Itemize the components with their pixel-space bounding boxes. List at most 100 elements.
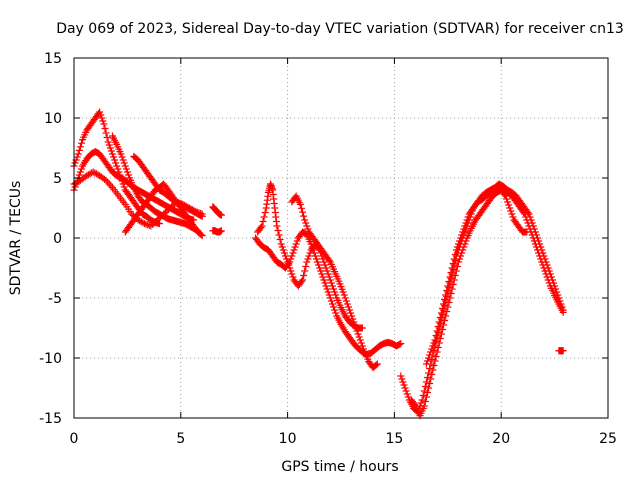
y-tick-label: 10: [44, 111, 62, 127]
data-point: [323, 267, 331, 275]
data-point: [76, 168, 84, 176]
data-point: [460, 243, 468, 251]
data-point: [419, 392, 427, 399]
data-point: [350, 318, 358, 326]
data-point: [325, 273, 333, 281]
data-point: [358, 324, 366, 332]
data-point: [289, 249, 297, 257]
data-point: [316, 264, 324, 272]
data-point: [120, 183, 128, 191]
data-point: [320, 276, 328, 284]
data-point: [74, 150, 82, 158]
data-point: [420, 402, 428, 410]
data-point: [537, 255, 545, 263]
data-point: [351, 321, 359, 329]
series-arc-11: [288, 192, 381, 372]
data-point: [524, 219, 532, 227]
x-tick-label: 10: [279, 431, 297, 447]
data-point: [297, 204, 305, 212]
data-point: [436, 335, 444, 342]
data-point: [458, 231, 466, 239]
data-point: [339, 288, 347, 296]
data-point: [404, 393, 412, 401]
data-point: [432, 332, 440, 339]
data-point: [425, 384, 433, 392]
data-point: [107, 182, 115, 190]
data-point: [344, 303, 352, 311]
data-point: [441, 296, 449, 303]
data-point: [152, 218, 160, 225]
data-point: [424, 389, 432, 396]
data-point: [71, 159, 79, 167]
data-point: [289, 273, 297, 281]
data-point: [464, 213, 472, 221]
data-point: [452, 267, 460, 275]
data-markers: [70, 108, 567, 420]
y-tick-label: -15: [39, 411, 62, 427]
data-point: [324, 288, 332, 296]
data-point: [103, 134, 111, 141]
data-point: [417, 399, 425, 407]
data-point: [332, 309, 340, 317]
data-point: [444, 303, 452, 311]
data-point: [422, 393, 430, 401]
data-point: [373, 360, 381, 368]
data-point: [288, 252, 296, 260]
data-point: [539, 261, 547, 269]
data-point: [342, 297, 350, 305]
data-point: [104, 138, 112, 146]
data-point: [528, 231, 536, 239]
data-point: [328, 300, 336, 308]
data-point: [442, 312, 450, 320]
data-point: [108, 150, 116, 158]
data-point: [340, 291, 348, 299]
data-point: [457, 234, 465, 242]
series-arc-7: [209, 227, 225, 236]
data-point: [73, 153, 81, 161]
data-point: [324, 270, 332, 278]
data-point: [117, 150, 125, 158]
y-tick-label: 15: [44, 51, 62, 67]
data-point: [529, 234, 537, 242]
data-point: [446, 273, 454, 281]
data-point: [318, 270, 326, 278]
data-point: [105, 180, 113, 188]
data-point: [325, 257, 333, 264]
data-point: [353, 327, 361, 335]
data-point: [505, 201, 513, 209]
y-tick-label: 5: [53, 171, 62, 187]
data-point: [429, 342, 437, 350]
data-point: [440, 300, 448, 308]
data-point: [302, 219, 310, 227]
data-point: [426, 380, 434, 387]
series-arc-5: [121, 180, 206, 240]
data-point: [321, 261, 329, 269]
data-point: [433, 327, 441, 335]
data-point: [303, 258, 311, 266]
data-point: [429, 366, 437, 374]
data-point: [330, 303, 338, 311]
data-point: [431, 357, 439, 365]
data-point: [434, 344, 442, 351]
data-point: [325, 291, 333, 299]
data-point: [121, 162, 129, 170]
data-point: [277, 240, 285, 248]
data-point: [352, 324, 360, 332]
data-point: [110, 153, 118, 161]
data-point: [281, 252, 289, 260]
data-point: [198, 212, 206, 220]
data-point: [437, 309, 445, 317]
data-point: [420, 387, 428, 395]
data-point: [508, 210, 516, 218]
data-point: [421, 383, 429, 390]
data-point: [440, 321, 448, 329]
data-point: [315, 261, 323, 269]
data-point: [443, 287, 451, 294]
data-point: [105, 141, 113, 149]
data-point: [326, 276, 334, 284]
data-point: [454, 258, 462, 266]
data-point: [446, 294, 454, 302]
data-point: [283, 255, 291, 263]
data-point: [278, 243, 286, 251]
data-point: [106, 144, 114, 152]
